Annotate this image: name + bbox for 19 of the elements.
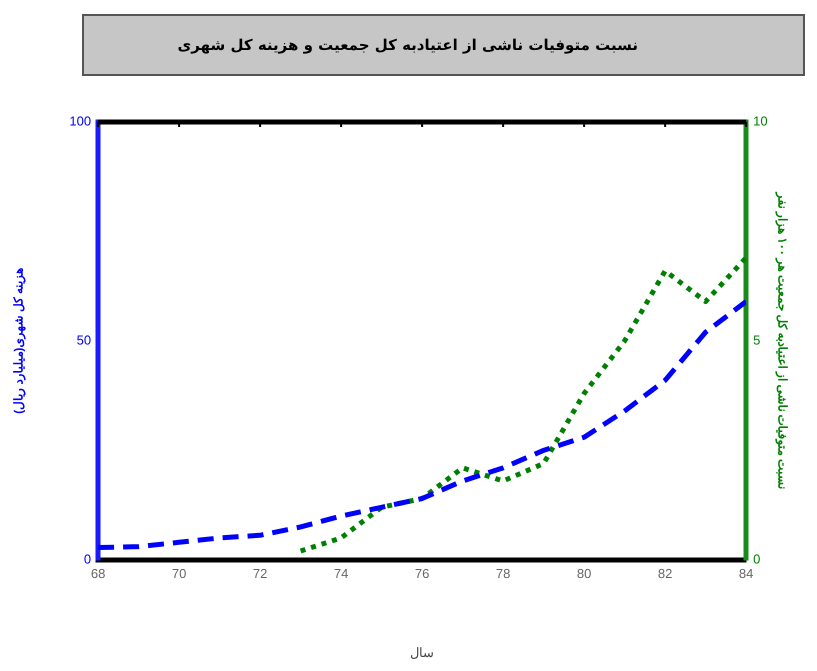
x-tick-label: 82 [658,566,672,582]
y-tick-label: 100 [69,114,92,129]
y-tick-label: 50 [76,332,92,348]
chart-title: نسبت متوفیات ناشی از اعتیادبه کل جمعیت و هزینه کل شهری [178,36,638,54]
y-tick-label: 0 [84,551,92,566]
x-tick-label: 84 [738,566,754,582]
x-tick-label: 80 [576,566,592,582]
x-tick-label: 72 [252,566,268,582]
x-tick-label: 70 [172,566,186,582]
x-axis-title: سال [410,644,434,660]
y-axis-title: هزینه کل شهری(میلیارد ریال) [12,268,27,414]
x-tick-label: 74 [334,566,348,582]
y2-tick-label: 10 [753,114,768,129]
y2-tick-label: 0 [753,551,760,566]
y2-tick-label: 5 [753,332,760,348]
x-tick-label: 76 [414,566,430,582]
x-tick-label: 78 [496,566,510,582]
y2-axis-title: نسبت متوفیات ناشی از اعتیادبه کل جمعیت هر ۱۰۰ هزار نفر [774,192,790,490]
x-tick-label: 68 [90,566,106,582]
